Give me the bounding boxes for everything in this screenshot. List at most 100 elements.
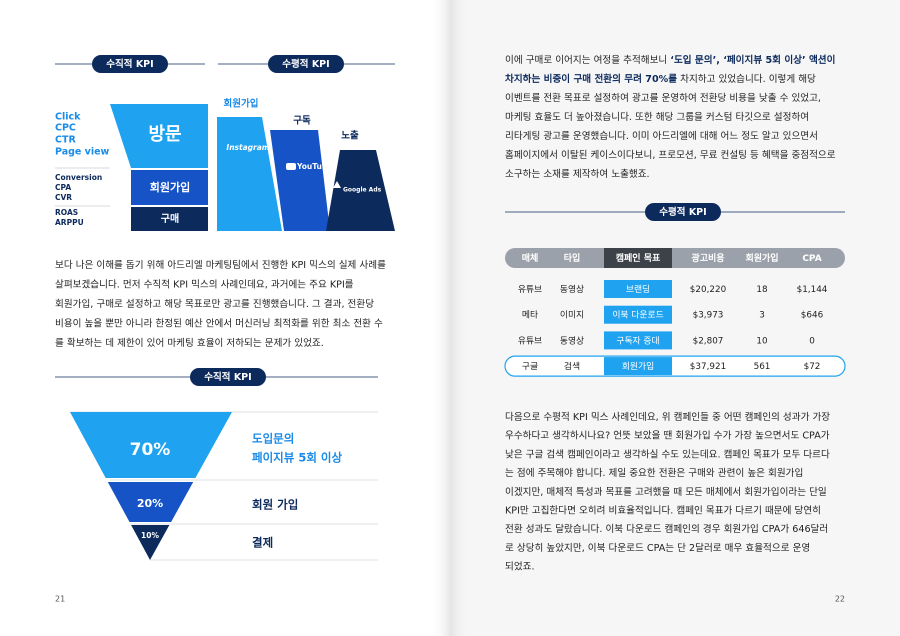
column-header: 매체 xyxy=(522,252,539,264)
stage-visit xyxy=(110,104,208,168)
table-cell: 검색 xyxy=(564,360,580,372)
metric-label: ARPPU xyxy=(55,218,84,227)
funnel-share: 20% xyxy=(137,497,163,510)
table-cell: 동영상 xyxy=(560,284,584,295)
table-cell: $646 xyxy=(801,311,824,321)
stage-label: 회원가입 xyxy=(150,180,190,194)
funnel-share: 70% xyxy=(130,440,171,460)
text-run: 마케팅 효율도 더 높아졌습니다. 또한 해당 그룹을 커스텀 타깃으로 설정하… xyxy=(505,111,809,123)
goal-cell xyxy=(604,357,672,376)
metric-label: Click xyxy=(55,112,81,123)
funnel-share: 10% xyxy=(141,531,159,540)
stage-purchase xyxy=(131,207,208,231)
table-cell: 유튜브 xyxy=(518,284,542,295)
google-ads-icon xyxy=(333,181,341,188)
funnel-label: 페이지뷰 5회 이상 xyxy=(252,451,342,465)
column-header: 광고비용 xyxy=(691,252,724,264)
header-label: 수직적 KPI xyxy=(106,58,153,70)
metric-label: CPA xyxy=(55,183,71,192)
table-cell: 이미지 xyxy=(560,310,584,321)
table-cell: $3,973 xyxy=(693,311,724,321)
stage-signup xyxy=(131,170,208,205)
table-cell: 561 xyxy=(754,362,771,372)
channel-logo: Instagram xyxy=(226,143,269,152)
column-header: 회원가입 xyxy=(745,252,778,264)
left-page xyxy=(0,0,450,636)
table-cell: 18 xyxy=(756,285,767,295)
text-run: 홈페이지에서 이탈된 케이스이다보니, 프로모션, 무료 컨설팅 등 혜택을 중… xyxy=(505,149,836,161)
paragraph-line: KPI만 고집한다면 오히려 비효율적입니다. 캠페인 목표가 다르기 때문에 … xyxy=(505,505,821,517)
header-pill xyxy=(645,203,721,221)
text-run: 이벤트를 전환 목표로 설정하여 광고를 운영하여 전환당 비용을 낮출 수 있… xyxy=(505,92,821,104)
table-cell: 동영상 xyxy=(560,335,584,346)
metric-label: CTR xyxy=(55,135,76,146)
column-header: 타입 xyxy=(564,252,581,264)
column-header: CPA xyxy=(802,254,821,264)
table-cell: $72 xyxy=(804,362,821,372)
funnel-label: 회원 가입 xyxy=(252,498,298,512)
funnel-bottom xyxy=(131,525,170,560)
header-pill xyxy=(268,55,344,73)
funnel-label: 결제 xyxy=(252,536,273,550)
header-pill xyxy=(190,368,266,386)
stage-label: 방문 xyxy=(148,124,181,145)
table-cell: 구독자 증대 xyxy=(616,335,659,346)
paragraph-line: 는 점에 주목해야 합니다. 제일 중요한 전환은 구매와 관련이 높은 회원가… xyxy=(505,467,803,479)
table-cell: 0 xyxy=(809,336,815,346)
table-cell: 10 xyxy=(756,336,768,346)
paragraph-line: 를 확보하는 데 제한이 있어 마케팅 효율이 저하되는 문제가 있었죠. xyxy=(55,337,324,349)
paragraph-line: 회원가입, 구매로 설정하고 해당 목표로만 광고를 진행했습니다. 그 결과,… xyxy=(55,298,374,310)
channel-logo: YouTube xyxy=(296,162,332,171)
youtube-icon xyxy=(286,163,296,170)
table-cell: $20,220 xyxy=(690,285,727,295)
channel-goal: 회원가입 xyxy=(224,98,259,110)
metric-label: Page view xyxy=(55,147,110,158)
page-number: 21 xyxy=(55,595,65,604)
row-highlight xyxy=(504,355,846,377)
funnel-middle xyxy=(107,482,194,522)
table-cell: 유튜브 xyxy=(518,335,542,346)
channel-logo: Google Ads xyxy=(343,187,382,194)
stage-label: 구매 xyxy=(161,212,179,225)
paragraph-line: 소구하는 소재를 제작하여 노출했죠. xyxy=(505,168,650,180)
table-header-bg xyxy=(505,248,845,268)
page-number: 22 xyxy=(835,595,845,604)
text-run: 차지하는 비중이 구매 전환의 무려 70%를 xyxy=(505,73,677,85)
right-page xyxy=(450,0,900,636)
fold xyxy=(430,0,470,636)
paragraph-line: 비용이 높을 뿐만 아니라 한정된 예산 안에서 머신러닝 최적화를 위한 최소… xyxy=(55,318,383,330)
funnel-label: 도입문의 xyxy=(252,432,294,446)
header-label: 수직적 KPI xyxy=(204,371,251,383)
goal-cell xyxy=(604,280,672,298)
paragraph-line: 이에 구매로 이어지는 여정을 추적해보니 ‘도입 문의’, ‘페이지뷰 5회 … xyxy=(505,54,835,66)
metric-label: CPC xyxy=(55,123,76,134)
channel-google xyxy=(326,150,395,231)
table-cell: 회원가입 xyxy=(622,361,654,372)
paragraph-line: 이벤트를 전환 목표로 설정하여 광고를 운영하여 전환당 비용을 낮출 수 있… xyxy=(505,92,821,104)
table-cell: 3 xyxy=(759,311,765,321)
column-header: 캠페인 목표 xyxy=(616,252,661,264)
channel-goal: 노출 xyxy=(341,130,359,142)
channel-instagram xyxy=(217,117,282,231)
paragraph-line: 되었죠. xyxy=(505,561,535,573)
funnel-top xyxy=(70,412,232,478)
header-label: 수평적 KPI xyxy=(659,206,706,218)
table-cell: 이북 다운로드 xyxy=(612,310,663,321)
text-run: 리타게팅 광고를 운영했습니다. 이미 아드리엘에 대해 어느 정도 알고 있으… xyxy=(505,130,818,142)
paragraph-line: 살펴보겠습니다. 먼저 수직적 KPI 믹스의 사례인데요, 과거에는 주요 K… xyxy=(55,279,354,291)
table-cell: 구글 xyxy=(522,361,538,372)
header-pill xyxy=(92,55,168,73)
paragraph-line: 홈페이지에서 이탈된 케이스이다보니, 프로모션, 무료 컨설팅 등 혜택을 중… xyxy=(505,149,836,161)
paragraph-line: 보다 나은 이해를 돕기 위해 아드리엘 마케팅팀에서 진행한 KPI 믹스의 … xyxy=(55,259,386,271)
header-label: 수평적 KPI xyxy=(282,58,329,70)
text-run: 소구하는 소재를 제작하여 노출했죠. xyxy=(505,168,650,180)
metric-label: Conversion xyxy=(55,173,102,182)
channel-goal: 구독 xyxy=(293,116,311,127)
metric-label: CVR xyxy=(55,193,72,202)
paragraph-line: 우수하다고 생각하시나요? 언뜻 보았을 땐 회원가입 수가 가장 높으면서도 … xyxy=(505,430,830,442)
table-cell: $37,921 xyxy=(690,362,726,372)
goal-cell xyxy=(604,331,672,350)
